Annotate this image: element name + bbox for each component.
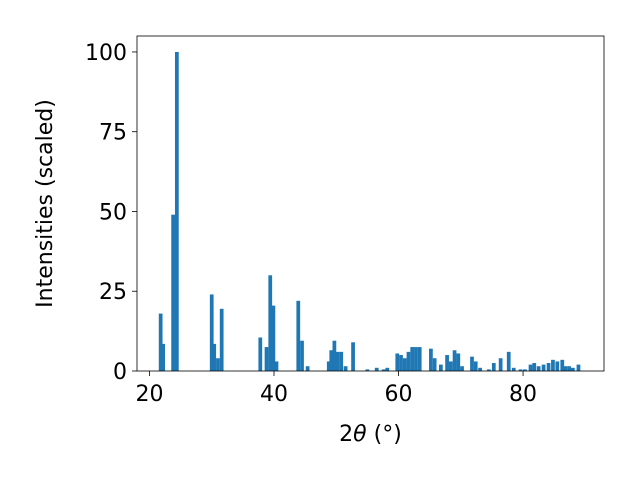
bar xyxy=(571,367,575,371)
bar xyxy=(365,369,370,371)
bar xyxy=(402,358,407,371)
bar xyxy=(532,363,537,371)
y-tick-label: 100 xyxy=(85,41,127,66)
bar xyxy=(528,364,533,371)
x-axis-ticks: 20 40 60 80 xyxy=(135,371,537,407)
bar xyxy=(174,51,179,371)
bar xyxy=(212,343,217,371)
bar xyxy=(445,355,449,371)
bar xyxy=(339,351,344,371)
bar xyxy=(395,353,400,371)
bar xyxy=(332,340,337,371)
bar xyxy=(326,361,331,371)
bar xyxy=(381,369,386,371)
bar xyxy=(478,367,482,371)
y-axis-ticks: 0 25 50 75 100 xyxy=(85,41,137,385)
bar xyxy=(268,275,273,371)
bar xyxy=(171,214,175,371)
bar xyxy=(429,348,433,371)
bar xyxy=(470,356,474,371)
bar xyxy=(258,337,263,371)
bar xyxy=(551,359,555,371)
y-tick-label: 50 xyxy=(99,200,127,225)
bar xyxy=(498,358,503,371)
x-tick-label: 40 xyxy=(260,382,288,407)
x-axis-label-unit: (°) xyxy=(367,422,402,447)
bar xyxy=(161,343,166,371)
bar xyxy=(567,366,571,371)
bar xyxy=(448,361,453,371)
bar xyxy=(374,367,379,371)
bar xyxy=(541,364,546,371)
bar xyxy=(576,364,581,371)
x-axis-label-theta: θ xyxy=(353,422,367,447)
bar xyxy=(511,367,516,371)
bar xyxy=(523,369,527,371)
bar xyxy=(555,361,560,371)
bar xyxy=(305,366,310,371)
bar xyxy=(385,367,390,371)
y-tick-label: 0 xyxy=(113,360,127,385)
bar xyxy=(414,347,418,371)
bar xyxy=(417,347,422,371)
bar-series xyxy=(158,51,581,371)
x-tick-label: 20 xyxy=(135,382,163,407)
bar xyxy=(335,351,340,371)
y-tick-label: 75 xyxy=(99,121,127,146)
y-axis-label: Intensities (scaled) xyxy=(33,99,58,308)
bar xyxy=(329,350,334,371)
x-axis-label-main: 2 xyxy=(339,422,353,447)
bar xyxy=(506,351,511,371)
bar xyxy=(456,353,461,371)
bar xyxy=(209,294,214,371)
bar xyxy=(296,300,301,371)
bar xyxy=(158,313,163,371)
bar xyxy=(274,361,279,371)
x-tick-label: 60 xyxy=(385,382,413,407)
bar xyxy=(399,355,403,371)
bar xyxy=(536,366,541,371)
y-tick-label: 25 xyxy=(99,280,127,305)
plot-frame xyxy=(136,35,605,372)
bar xyxy=(560,359,565,371)
bar xyxy=(438,364,443,371)
bar xyxy=(264,347,269,371)
bar xyxy=(563,366,568,371)
x-axis-label: 2θ (°) xyxy=(339,422,402,447)
bar xyxy=(473,361,478,371)
bar xyxy=(486,369,491,371)
bar xyxy=(216,358,220,371)
bar xyxy=(452,350,457,371)
bar xyxy=(432,358,437,371)
bar xyxy=(410,347,415,371)
bar xyxy=(300,340,304,371)
bar xyxy=(406,351,411,371)
bar xyxy=(546,363,551,371)
bar xyxy=(491,363,496,371)
x-tick-label: 80 xyxy=(509,382,537,407)
bar xyxy=(343,366,348,371)
bar xyxy=(460,366,464,371)
bar xyxy=(518,369,523,371)
bar xyxy=(219,308,224,371)
bar xyxy=(271,305,276,371)
bar xyxy=(351,342,355,371)
